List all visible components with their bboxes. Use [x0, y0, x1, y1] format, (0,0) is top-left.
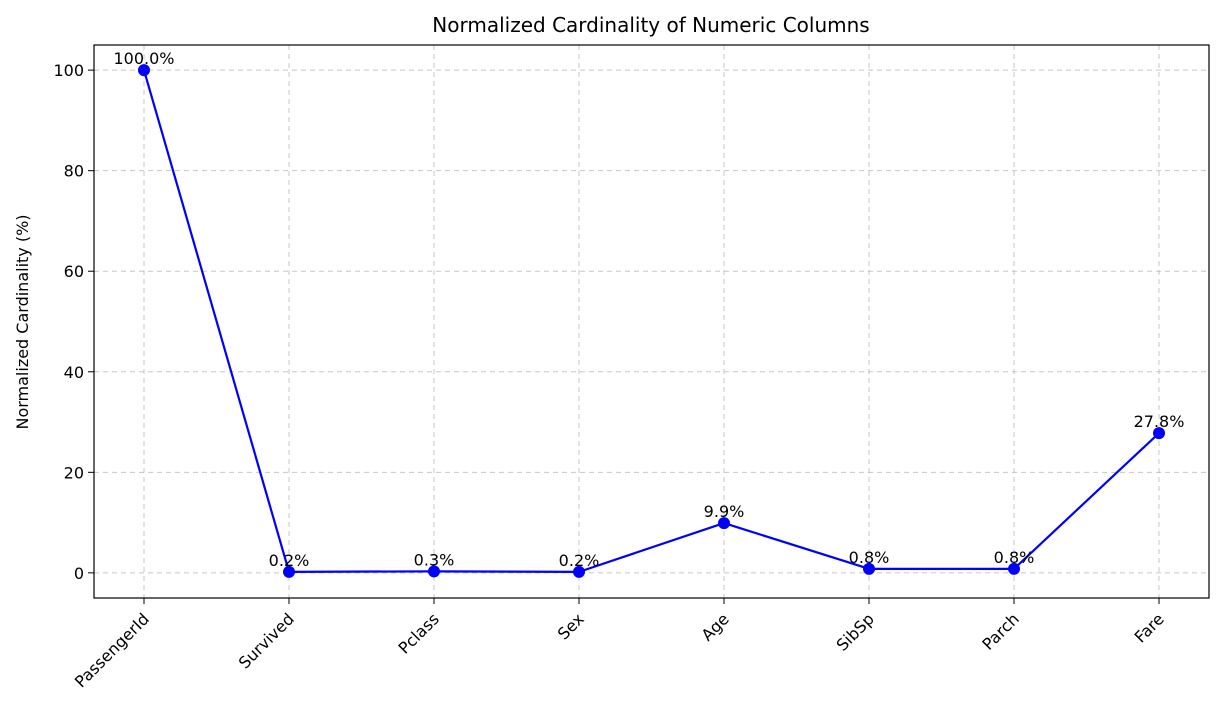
data-label: 9.9%: [704, 502, 745, 521]
data-point: [573, 565, 585, 578]
data-point: [863, 562, 875, 575]
data-label: 0.8%: [994, 548, 1035, 567]
data-labels: 100.0% 0.2% 0.3% 0.2% 9.9% 0.8% 0.8% 27.8%: [113, 49, 1184, 570]
data-label: 0.2%: [559, 551, 600, 570]
x-tick-label: SibSp: [833, 609, 878, 654]
data-point: [718, 517, 730, 530]
series-line: [142, 69, 1160, 573]
data-point: [283, 565, 295, 578]
x-tick-label: Fare: [1131, 609, 1168, 646]
x-tick-label: Age: [698, 609, 733, 644]
y-axis-label: Normalized Cardinality (%): [13, 214, 32, 429]
data-point: [1153, 427, 1165, 440]
data-label: 0.2%: [269, 551, 310, 570]
y-tick-label: 80: [64, 162, 84, 181]
data-label: 0.3%: [414, 550, 455, 569]
y-tick-label: 0: [74, 564, 84, 583]
data-point: [1008, 562, 1020, 575]
chart-title: Normalized Cardinality of Numeric Column…: [432, 13, 869, 37]
data-label: 27.8%: [1134, 412, 1185, 431]
x-tick-label: Survived: [235, 609, 298, 672]
axis-ticks: 0 20 40 60 80 100 PassengerId Survived Pclass Sex…: [53, 61, 1167, 691]
grid: [94, 45, 1209, 598]
data-point: [138, 64, 150, 77]
y-tick-label: 20: [64, 463, 84, 482]
y-tick-label: 60: [64, 262, 84, 281]
x-tick-label: Sex: [554, 609, 588, 643]
y-tick-label: 100: [53, 61, 84, 80]
x-tick-label: PassengerId: [71, 609, 153, 691]
data-label: 100.0%: [113, 49, 174, 68]
x-tick-label: Pclass: [394, 609, 442, 657]
data-point: [428, 565, 440, 578]
data-series: [138, 64, 1165, 578]
y-tick-label: 40: [64, 363, 84, 382]
plot-frame: [93, 44, 1210, 599]
x-tick-label: Parch: [978, 609, 1022, 653]
data-label: 0.8%: [849, 548, 890, 567]
